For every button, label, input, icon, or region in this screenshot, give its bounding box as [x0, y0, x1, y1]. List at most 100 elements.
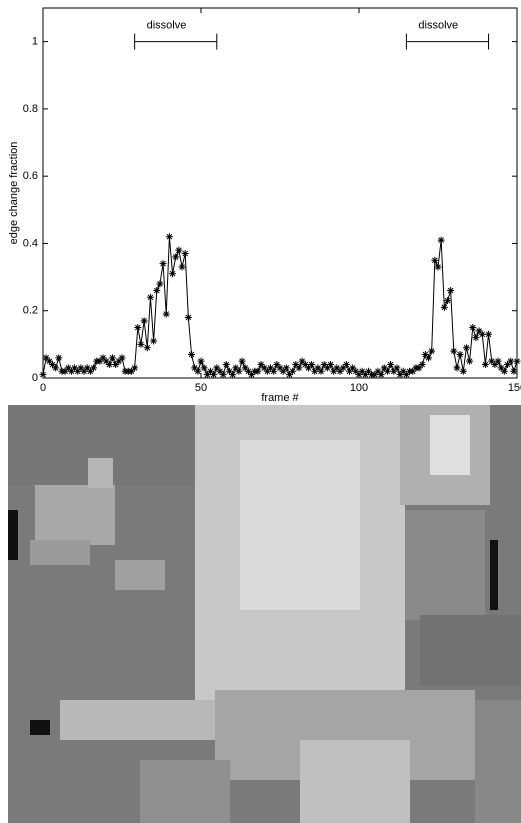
- marker: [165, 233, 173, 241]
- marker: [497, 364, 505, 372]
- image-block: [140, 760, 230, 823]
- y-tick-label: 0: [32, 372, 38, 384]
- marker: [447, 287, 455, 295]
- marker: [421, 350, 429, 358]
- marker: [115, 357, 123, 365]
- marker: [507, 357, 515, 365]
- marker: [298, 357, 306, 365]
- marker: [235, 367, 243, 375]
- marker: [213, 364, 221, 372]
- marker: [267, 364, 275, 372]
- marker: [191, 364, 199, 372]
- marker: [327, 361, 335, 369]
- image-block: [475, 700, 521, 823]
- marker: [377, 371, 385, 379]
- marker: [206, 367, 214, 375]
- marker: [42, 354, 50, 362]
- marker: [45, 357, 53, 365]
- plot-frame: [42, 7, 518, 379]
- marker: [488, 357, 496, 365]
- marker: [55, 354, 63, 362]
- marker: [200, 364, 208, 372]
- marker: [188, 350, 196, 358]
- marker: [494, 357, 502, 365]
- marker: [434, 263, 442, 271]
- x-tick-label: 0: [40, 382, 46, 394]
- marker: [175, 246, 183, 254]
- marker: [134, 324, 142, 332]
- marker: [169, 270, 177, 278]
- marker: [399, 367, 407, 375]
- marker: [282, 364, 290, 372]
- marker: [74, 367, 82, 375]
- marker: [504, 361, 512, 369]
- marker: [279, 367, 287, 375]
- marker: [127, 367, 135, 375]
- marker: [39, 371, 47, 379]
- marker: [317, 367, 325, 375]
- marker: [232, 364, 240, 372]
- marker: [364, 367, 372, 375]
- image-block: [30, 540, 90, 565]
- marker: [210, 371, 218, 379]
- annotation-text: dissolve: [147, 20, 187, 32]
- marker: [308, 361, 316, 369]
- image-block: [300, 740, 410, 823]
- marker: [314, 364, 322, 372]
- marker: [254, 367, 262, 375]
- marker: [263, 367, 271, 375]
- marker: [459, 367, 467, 375]
- marker: [150, 337, 158, 345]
- marker: [197, 357, 205, 365]
- marker: [428, 347, 436, 355]
- marker: [450, 347, 458, 355]
- marker: [500, 367, 508, 375]
- marker: [184, 313, 192, 321]
- marker: [437, 236, 445, 244]
- marker: [361, 371, 369, 379]
- y-tick-label: 0.2: [23, 305, 38, 317]
- marker: [466, 357, 474, 365]
- marker: [352, 367, 360, 375]
- marker: [349, 364, 357, 372]
- marker: [292, 361, 300, 369]
- marker: [330, 367, 338, 375]
- image-block: [490, 540, 498, 610]
- marker: [99, 354, 107, 362]
- x-tick-label: 150: [508, 382, 521, 394]
- marker: [285, 371, 293, 379]
- marker: [415, 364, 423, 372]
- annotation-bracket: [405, 33, 490, 50]
- marker: [260, 364, 268, 372]
- marker: [172, 253, 180, 261]
- marker: [475, 327, 483, 335]
- marker: [257, 361, 265, 369]
- marker: [469, 324, 477, 332]
- marker: [513, 357, 521, 365]
- y-tick-label: 0.8: [23, 103, 38, 115]
- marker: [105, 361, 113, 369]
- x-tick-label: 50: [195, 382, 207, 394]
- marker: [418, 361, 426, 369]
- marker: [109, 354, 117, 362]
- marker: [238, 357, 246, 365]
- marker: [229, 371, 237, 379]
- marker: [222, 361, 230, 369]
- marker: [102, 357, 110, 365]
- marker: [159, 260, 167, 268]
- marker: [491, 361, 499, 369]
- marker: [48, 361, 56, 369]
- marker: [64, 364, 72, 372]
- marker: [194, 367, 202, 375]
- marker: [248, 371, 256, 379]
- marker: [336, 367, 344, 375]
- marker: [431, 256, 439, 264]
- x-axis-label: frame #: [261, 392, 299, 404]
- marker: [225, 367, 233, 375]
- marker: [323, 364, 331, 372]
- marker: [320, 361, 328, 369]
- image-block: [420, 615, 521, 685]
- marker: [443, 297, 451, 305]
- image-face: [240, 440, 360, 610]
- marker: [472, 334, 480, 342]
